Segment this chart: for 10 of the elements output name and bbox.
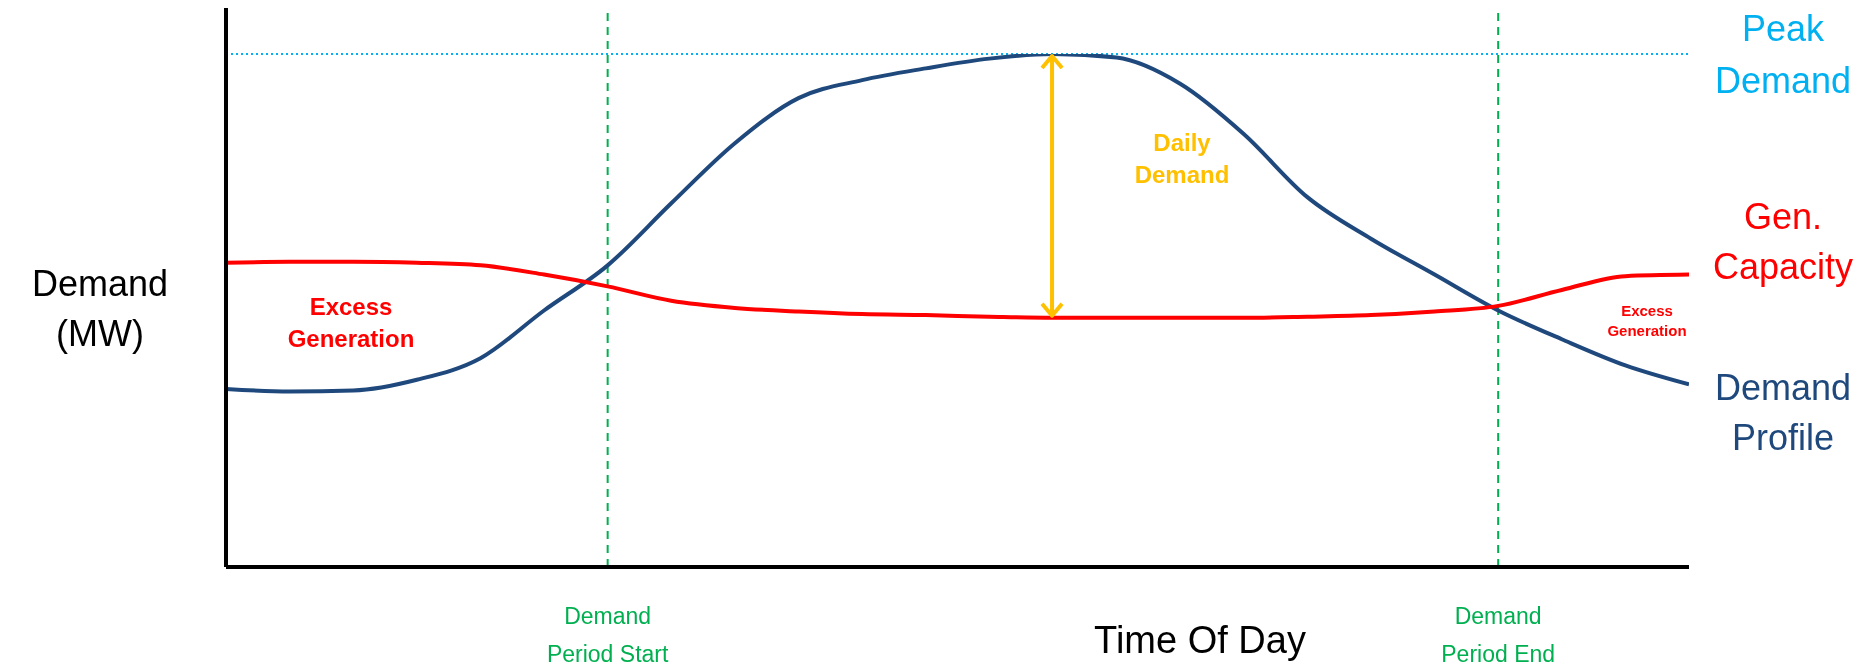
x-tick-label: Demand Period Start [546, 603, 669, 667]
x-axis-title: Time Of Day [1094, 619, 1306, 661]
series-label: Demand Profile [1714, 366, 1852, 458]
series-label: Gen. Capacity [1712, 195, 1854, 287]
annotation: Daily Demand [1134, 128, 1230, 188]
y-axis-title: Demand (MW) [31, 262, 169, 354]
annotation: Excess Generation [1607, 301, 1687, 339]
x-tick-label: Demand Period End [1441, 603, 1556, 667]
annotation: Excess Generation [287, 292, 415, 352]
ref-line-label: Peak Demand [1714, 7, 1852, 101]
